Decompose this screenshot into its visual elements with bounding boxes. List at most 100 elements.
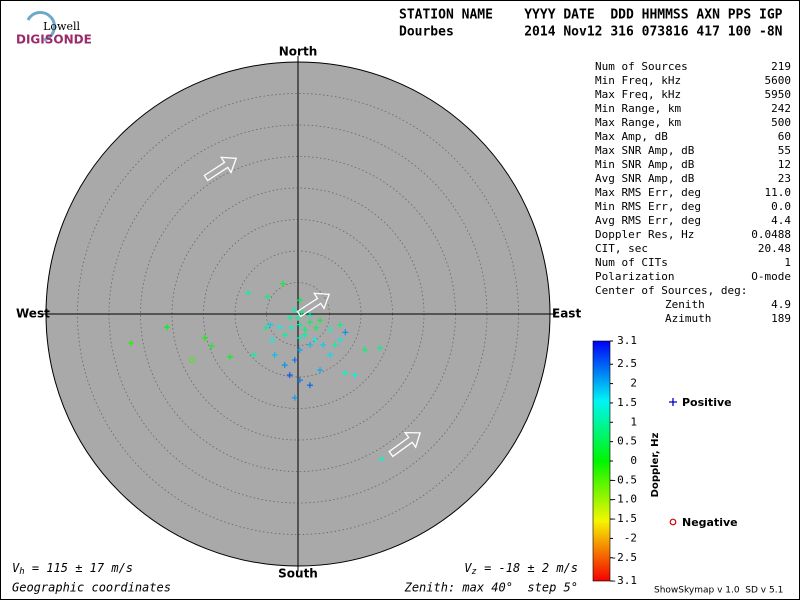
colorbar-tick-label: -0.5 [611, 473, 638, 486]
vz-label: Vz = -18 ± 2 m/s [464, 561, 578, 577]
source-positive [281, 331, 288, 338]
colorbar: 3.1 2.5 2 1.5 1 0.5 0 -0.5 -1.0 -1.5 -2 -2.5 -3.1 [592, 334, 638, 587]
center-value: 4.9 [771, 298, 791, 311]
source-positive [337, 321, 344, 328]
east-label: East [552, 307, 581, 321]
stat-label: Min Range, km [595, 102, 681, 115]
colorbar-tick-label: -2 [624, 531, 637, 544]
source-positive [317, 367, 324, 374]
source-positive [245, 290, 252, 297]
source-positive [301, 326, 308, 333]
colorbar-tick-label: -3.1 [611, 574, 638, 587]
logo-swoosh [26, 10, 56, 42]
source-positive [306, 319, 313, 326]
center-value: 189 [771, 312, 791, 325]
stat-value: 1 [784, 256, 791, 269]
stat-label: Max RMS Err, deg [595, 186, 701, 199]
source-positive [306, 341, 313, 348]
source-positive [327, 351, 334, 358]
colorbar-tick-label: 1.5 [617, 396, 637, 409]
stat-label: Num of CITs [595, 256, 668, 269]
source-positive [295, 314, 301, 321]
stat-value: 4.4 [771, 214, 791, 227]
source-positive [286, 372, 293, 379]
stat-value: 5950 [765, 88, 792, 101]
source-positive [342, 370, 349, 377]
stat-label: Num of Sources [595, 60, 688, 73]
stat-label: Doppler Res, Hz [595, 228, 694, 241]
source-positive [276, 324, 283, 331]
zenith-label: Zenith: max 40° step 5° [404, 581, 578, 595]
source-positive [279, 280, 286, 287]
stat-label: Avg SNR Amp, dB [595, 172, 695, 185]
source-positive [378, 455, 385, 462]
arrow [203, 156, 238, 182]
source-positive [296, 377, 303, 384]
stat-value: 11.0 [765, 186, 792, 199]
colorbar-tick-label: 2.5 [617, 357, 637, 370]
source-positive [208, 343, 215, 350]
stat-value: O-mode [751, 270, 791, 283]
stat-label: Min Freq, kHz [595, 74, 681, 87]
source-negative [189, 356, 196, 364]
stat-value: 5600 [765, 74, 792, 87]
center-label: Zenith [665, 298, 705, 311]
coords-label: Geographic coordinates [12, 581, 171, 595]
source-positive [337, 336, 344, 343]
source-positive [286, 314, 293, 321]
colorbar-tick-label: 3.1 [617, 334, 637, 347]
source-positive [342, 329, 349, 336]
vh-symbol: V [12, 561, 20, 575]
stat-value: 23 [778, 172, 791, 185]
source-positive [288, 324, 295, 331]
legend-positive-symbol [669, 398, 677, 406]
stats-table: Num of Sources 219 Min Freq, kHz 5600 Max Fr… [595, 60, 791, 325]
source-positive [226, 353, 233, 360]
stat-value: 0.0488 [751, 228, 791, 241]
vh-sub: h [19, 567, 24, 577]
source-positive [296, 346, 303, 353]
logo-top: Lowell [43, 20, 80, 33]
stat-value: 500 [771, 116, 791, 129]
colorbar-tick-label: 0.5 [617, 435, 637, 448]
source-positive [281, 362, 288, 369]
stat-label: Polarization [595, 270, 674, 283]
colorbar-tick-label: 0 [630, 454, 637, 467]
legend-negative: Negative [682, 516, 738, 529]
source-positive [298, 309, 305, 316]
colorbar-tick-label: -1.5 [611, 512, 638, 525]
source-positive [313, 324, 320, 331]
south-label: South [278, 567, 318, 581]
stat-label: CIT, sec [595, 242, 648, 255]
logo-bottom: DIGISONDE [16, 33, 92, 47]
vz-symbol: V [464, 561, 472, 575]
stat-label: Max Amp, dB [595, 130, 668, 143]
source-positive [262, 324, 269, 331]
source-positive [264, 293, 271, 300]
source-positive [361, 346, 368, 353]
source-positive [312, 336, 319, 343]
source-positive [163, 324, 170, 331]
stat-value: 20.48 [758, 242, 791, 255]
version-label: ShowSkymap v 1.0 SD v 5.1 [654, 586, 783, 596]
vz-text: = -18 ± 2 m/s [477, 561, 578, 575]
source-positive [320, 341, 327, 348]
source-positive [291, 356, 298, 363]
source-positive [296, 334, 303, 341]
legend-negative-symbol [669, 518, 677, 526]
source-positive [128, 339, 135, 346]
source-positive [317, 317, 324, 324]
source-positive [306, 382, 313, 389]
arrows [203, 156, 422, 458]
center-label: Azimuth [665, 312, 711, 325]
source-positive [301, 331, 308, 338]
colorbar-label: Doppler, Hz [650, 433, 661, 498]
vz-sub: z [471, 567, 476, 577]
stat-value: 60 [778, 130, 791, 143]
source-positive [296, 297, 303, 304]
source-positive [306, 312, 313, 319]
stat-value: 219 [771, 60, 791, 73]
source-positive [332, 341, 339, 348]
stat-label: Max Freq, kHz [595, 88, 681, 101]
